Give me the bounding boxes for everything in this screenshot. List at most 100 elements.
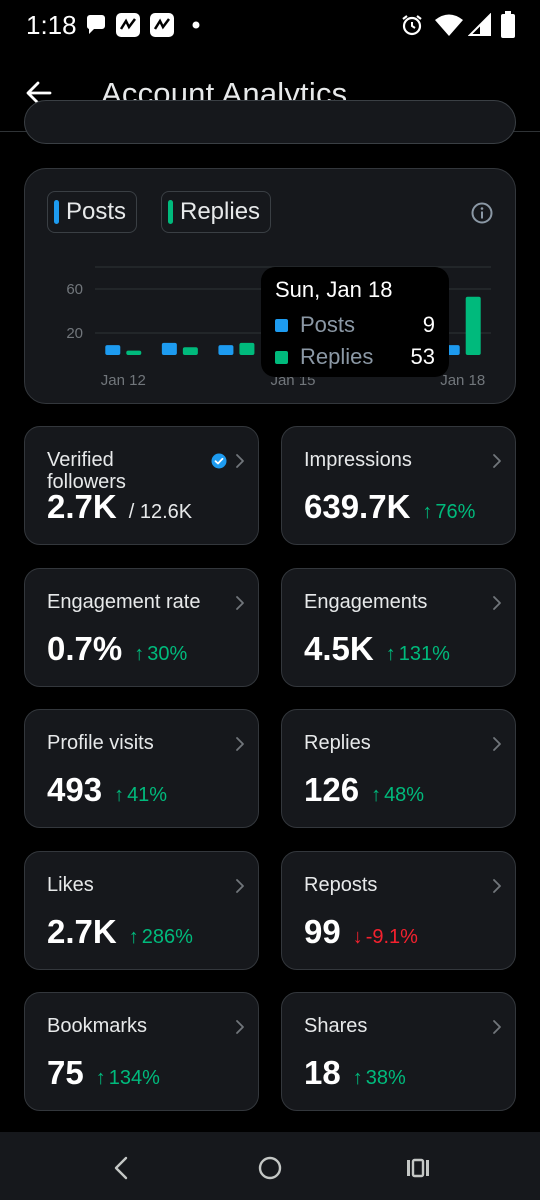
- metric-card-bookmarks[interactable]: Bookmarks 75 ↑ 134%: [24, 992, 259, 1111]
- wifi-icon: [435, 14, 463, 36]
- metric-card-verified-followers[interactable]: Verified followers 2.7K / 12.6K: [24, 426, 259, 545]
- metric-card-likes[interactable]: Likes 2.7K ↑ 286%: [24, 851, 259, 970]
- metric-value-row: 493 ↑ 41%: [47, 771, 167, 809]
- arrow-up-icon: ↑: [114, 784, 125, 806]
- chevron-right-icon: [236, 879, 244, 893]
- metric-value-row: 2.7K / 12.6K: [47, 488, 192, 526]
- metric-card-engagement-rate[interactable]: Engagement rate 0.7% ↑ 30%: [24, 568, 259, 687]
- legend-replies-swatch: [168, 200, 173, 224]
- metric-change-value: 286%: [141, 926, 193, 948]
- y-tick-label: 60: [66, 281, 83, 298]
- metric-label: Engagement rate: [47, 591, 201, 613]
- arrow-up-icon: ↑: [385, 643, 396, 665]
- chevron-right-icon: [236, 596, 244, 610]
- legend-replies-chip[interactable]: Replies: [161, 191, 272, 233]
- metric-change: ↑ 131%: [386, 643, 450, 666]
- tooltip-posts-swatch: [275, 318, 288, 332]
- bar-posts-1: [161, 342, 177, 355]
- legend-posts-swatch: [54, 200, 59, 224]
- legend-posts-chip[interactable]: Posts: [47, 191, 138, 233]
- metric-value-row: 639.7K ↑ 76%: [304, 488, 475, 526]
- chevron-right-icon: [493, 454, 501, 468]
- tooltip-row-replies: Replies 53: [275, 341, 435, 373]
- tooltip-posts-value: 9: [422, 312, 435, 337]
- metric-label: Profile visits: [47, 732, 154, 754]
- metric-card-profile-visits[interactable]: Profile visits 493 ↑ 41%: [24, 709, 259, 828]
- metric-value: 2.7K: [47, 913, 117, 950]
- back-button[interactable]: [22, 76, 56, 110]
- metric-card-shares[interactable]: Shares 18 ↑ 38%: [281, 992, 516, 1111]
- legend-replies-label: Replies: [180, 198, 261, 225]
- metric-value-row: 4.5K ↑ 131%: [304, 630, 450, 668]
- metric-label: Replies: [304, 732, 371, 754]
- metric-card-engagements[interactable]: Engagements 4.5K ↑ 131%: [281, 568, 516, 687]
- metric-label: Engagements: [304, 591, 428, 613]
- metric-change-value: 30%: [147, 643, 188, 665]
- bar-posts-2: [218, 345, 234, 355]
- chevron-right-icon: [236, 454, 244, 468]
- metric-change-value: -9.1%: [365, 926, 418, 948]
- app-notification-icon: [150, 13, 174, 37]
- metric-change-value: 38%: [365, 1067, 406, 1089]
- metric-value-row: 2.7K ↑ 286%: [47, 913, 193, 951]
- metric-change-value: 41%: [127, 784, 168, 806]
- bar-replies-0: [126, 350, 142, 355]
- bar-replies-1: [182, 347, 198, 355]
- metric-value-row: 18 ↑ 38%: [304, 1054, 406, 1092]
- signal-icon: [468, 13, 491, 36]
- back-nav-icon[interactable]: [108, 1154, 136, 1182]
- metric-value: 99: [304, 913, 341, 950]
- app-notification-icon: [116, 13, 140, 37]
- metric-change: ↑ 76%: [422, 501, 475, 524]
- status-bar: 1:18: [0, 0, 540, 52]
- legend-posts-label: Posts: [66, 198, 127, 225]
- chart-card: 20 60 Jan 12 Jan 15 Jan 18 Posts Replies Sun…: [24, 168, 516, 404]
- metric-card-replies[interactable]: Replies 126 ↑ 48%: [281, 709, 516, 828]
- chevron-right-icon: [493, 737, 501, 751]
- verified-badge-icon: [211, 453, 227, 469]
- metric-label: Bookmarks: [47, 1015, 148, 1037]
- info-icon[interactable]: [470, 201, 494, 225]
- metric-value: 126: [304, 771, 360, 808]
- arrow-up-icon: ↑: [422, 501, 433, 523]
- arrow-up-icon: ↑: [95, 1067, 106, 1089]
- arrow-up-icon: ↑: [134, 643, 145, 665]
- recents-nav-icon[interactable]: [404, 1154, 432, 1182]
- metric-card-impressions[interactable]: Impressions 639.7K ↑ 76%: [281, 426, 516, 545]
- metric-value: 75: [47, 1054, 84, 1091]
- dot-icon: [192, 21, 200, 29]
- metric-change-value: 134%: [108, 1067, 160, 1089]
- metric-value: 18: [304, 1054, 341, 1091]
- metric-value: 639.7K: [304, 488, 411, 525]
- previous-card: [24, 100, 516, 144]
- chevron-right-icon: [236, 737, 244, 751]
- chevron-right-icon: [493, 879, 501, 893]
- bar-posts-0: [105, 345, 121, 355]
- status-time: 1:18: [26, 10, 77, 40]
- metric-value-row: 99 ↓ -9.1%: [304, 913, 418, 951]
- metric-change: ↑ 48%: [371, 784, 424, 807]
- metric-value: 4.5K: [304, 630, 374, 667]
- x-tick-label: Jan 18: [440, 372, 485, 389]
- tooltip-title: Sun, Jan 18: [275, 277, 393, 302]
- battery-icon: [501, 11, 515, 38]
- metric-label: Reposts: [304, 874, 378, 896]
- metric-label: Shares: [304, 1015, 368, 1037]
- bar-replies-6: [465, 296, 481, 355]
- arrow-left-icon: [26, 81, 52, 105]
- chevron-right-icon: [236, 1020, 244, 1034]
- metric-change: ↓ -9.1%: [353, 926, 418, 949]
- metric-change: ↑ 30%: [134, 643, 187, 666]
- metric-change: ↑ 134%: [96, 1067, 160, 1090]
- chevron-right-icon: [493, 596, 501, 610]
- metric-value-row: 126 ↑ 48%: [304, 771, 424, 809]
- metric-card-reposts[interactable]: Reposts 99 ↓ -9.1%: [281, 851, 516, 970]
- chevron-right-icon: [493, 1020, 501, 1034]
- metric-change: ↑ 38%: [353, 1067, 406, 1090]
- metric-change: ↑ 41%: [114, 784, 167, 807]
- home-nav-icon[interactable]: [256, 1154, 284, 1182]
- alarm-icon: [402, 15, 422, 36]
- chat-bubble-icon: [86, 15, 105, 34]
- metric-value: 0.7%: [47, 630, 123, 667]
- metric-value: 493: [47, 771, 103, 808]
